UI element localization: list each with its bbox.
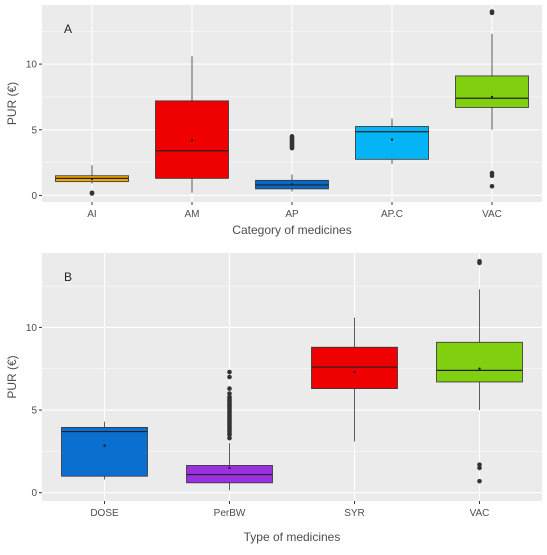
box-vac [436, 258, 523, 484]
x-tick-label: AP.C [381, 209, 403, 220]
mean-marker [190, 139, 194, 142]
y-tick-label: 5 [31, 406, 37, 417]
panel-b: 0 5 10 DOSE PerBW SYR VAC B Type of medicines PUR… [5, 253, 542, 544]
outlier-point [477, 258, 482, 264]
y-tick-label: 10 [26, 60, 38, 71]
y-tick-label: 10 [26, 323, 38, 334]
mean-marker [90, 177, 94, 181]
box-am [155, 56, 229, 193]
outlier-point [227, 435, 232, 441]
box-body [455, 75, 529, 108]
x-tick-label: VAC [470, 508, 490, 519]
outlier-point [489, 183, 495, 189]
box-body [61, 427, 148, 477]
x-tick-label: DOSE [90, 508, 119, 519]
mean-marker [103, 444, 106, 447]
box-syr [311, 317, 398, 442]
y-axis-title: PUR (€) [5, 82, 19, 125]
x-tick-label: AP [285, 209, 299, 220]
box-ap-c [355, 118, 429, 164]
panel-label: B [64, 270, 72, 284]
panel-a: 0 5 10 AI AM AP AP.C VAC A Category of medicines P… [5, 5, 542, 237]
y-tick-label: 0 [31, 191, 37, 202]
x-tick-label: VAC [482, 209, 502, 220]
box-ap [255, 134, 329, 192]
outlier-point [227, 386, 232, 391]
mean-marker [353, 370, 356, 374]
y-axis-title: PUR (€) [5, 355, 19, 398]
box-body [311, 346, 398, 389]
x-axis-title: Type of medicines [244, 530, 341, 544]
outlier-point [227, 394, 232, 400]
box-dose [61, 421, 148, 480]
box-perbw [186, 369, 273, 491]
box-vac [455, 9, 529, 189]
mean-marker [478, 367, 481, 370]
outlier-point [477, 478, 482, 484]
outlier-point [477, 465, 482, 471]
y-tick-label: 0 [31, 488, 37, 499]
x-axis-title: Category of medicines [232, 223, 351, 237]
outlier-point [89, 191, 95, 196]
x-tick-label: AI [87, 209, 96, 220]
box-ai [55, 165, 129, 196]
mean-marker [490, 95, 494, 99]
outlier-point [227, 391, 232, 396]
outlier-point [489, 173, 495, 179]
mean-marker [390, 138, 394, 141]
y-tick-label: 5 [31, 125, 37, 136]
outlier-point [477, 462, 482, 467]
outlier-point [489, 9, 495, 14]
outlier-point [227, 374, 232, 380]
panel-label: A [64, 22, 72, 36]
x-tick-label: AM [185, 209, 200, 220]
box-body [436, 341, 523, 383]
outlier-point [227, 369, 232, 375]
mean-marker [290, 183, 294, 186]
x-tick-label: PerBW [214, 508, 246, 519]
x-tick-label: SYR [344, 508, 365, 519]
outlier-point [289, 134, 295, 139]
mean-marker [228, 466, 231, 470]
